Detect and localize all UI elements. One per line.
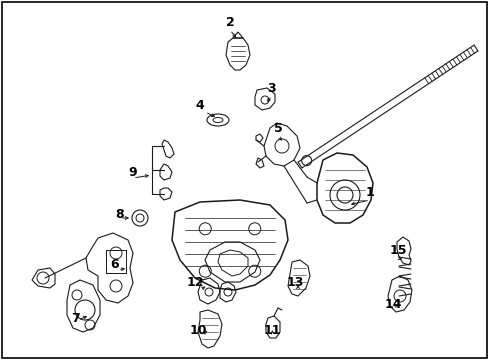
Text: 14: 14 [384,298,401,311]
Text: 13: 13 [286,276,303,289]
Text: 3: 3 [267,81,276,95]
Text: 6: 6 [110,257,119,270]
Text: 8: 8 [116,207,124,220]
Text: 9: 9 [128,166,137,179]
Text: 5: 5 [273,122,282,135]
Text: 15: 15 [388,243,406,257]
Text: 1: 1 [365,185,374,198]
Text: 12: 12 [186,276,203,289]
Text: 11: 11 [263,324,280,337]
Text: 4: 4 [195,99,204,112]
Text: 10: 10 [189,324,206,337]
Text: 7: 7 [70,311,79,324]
Text: 2: 2 [225,15,234,28]
